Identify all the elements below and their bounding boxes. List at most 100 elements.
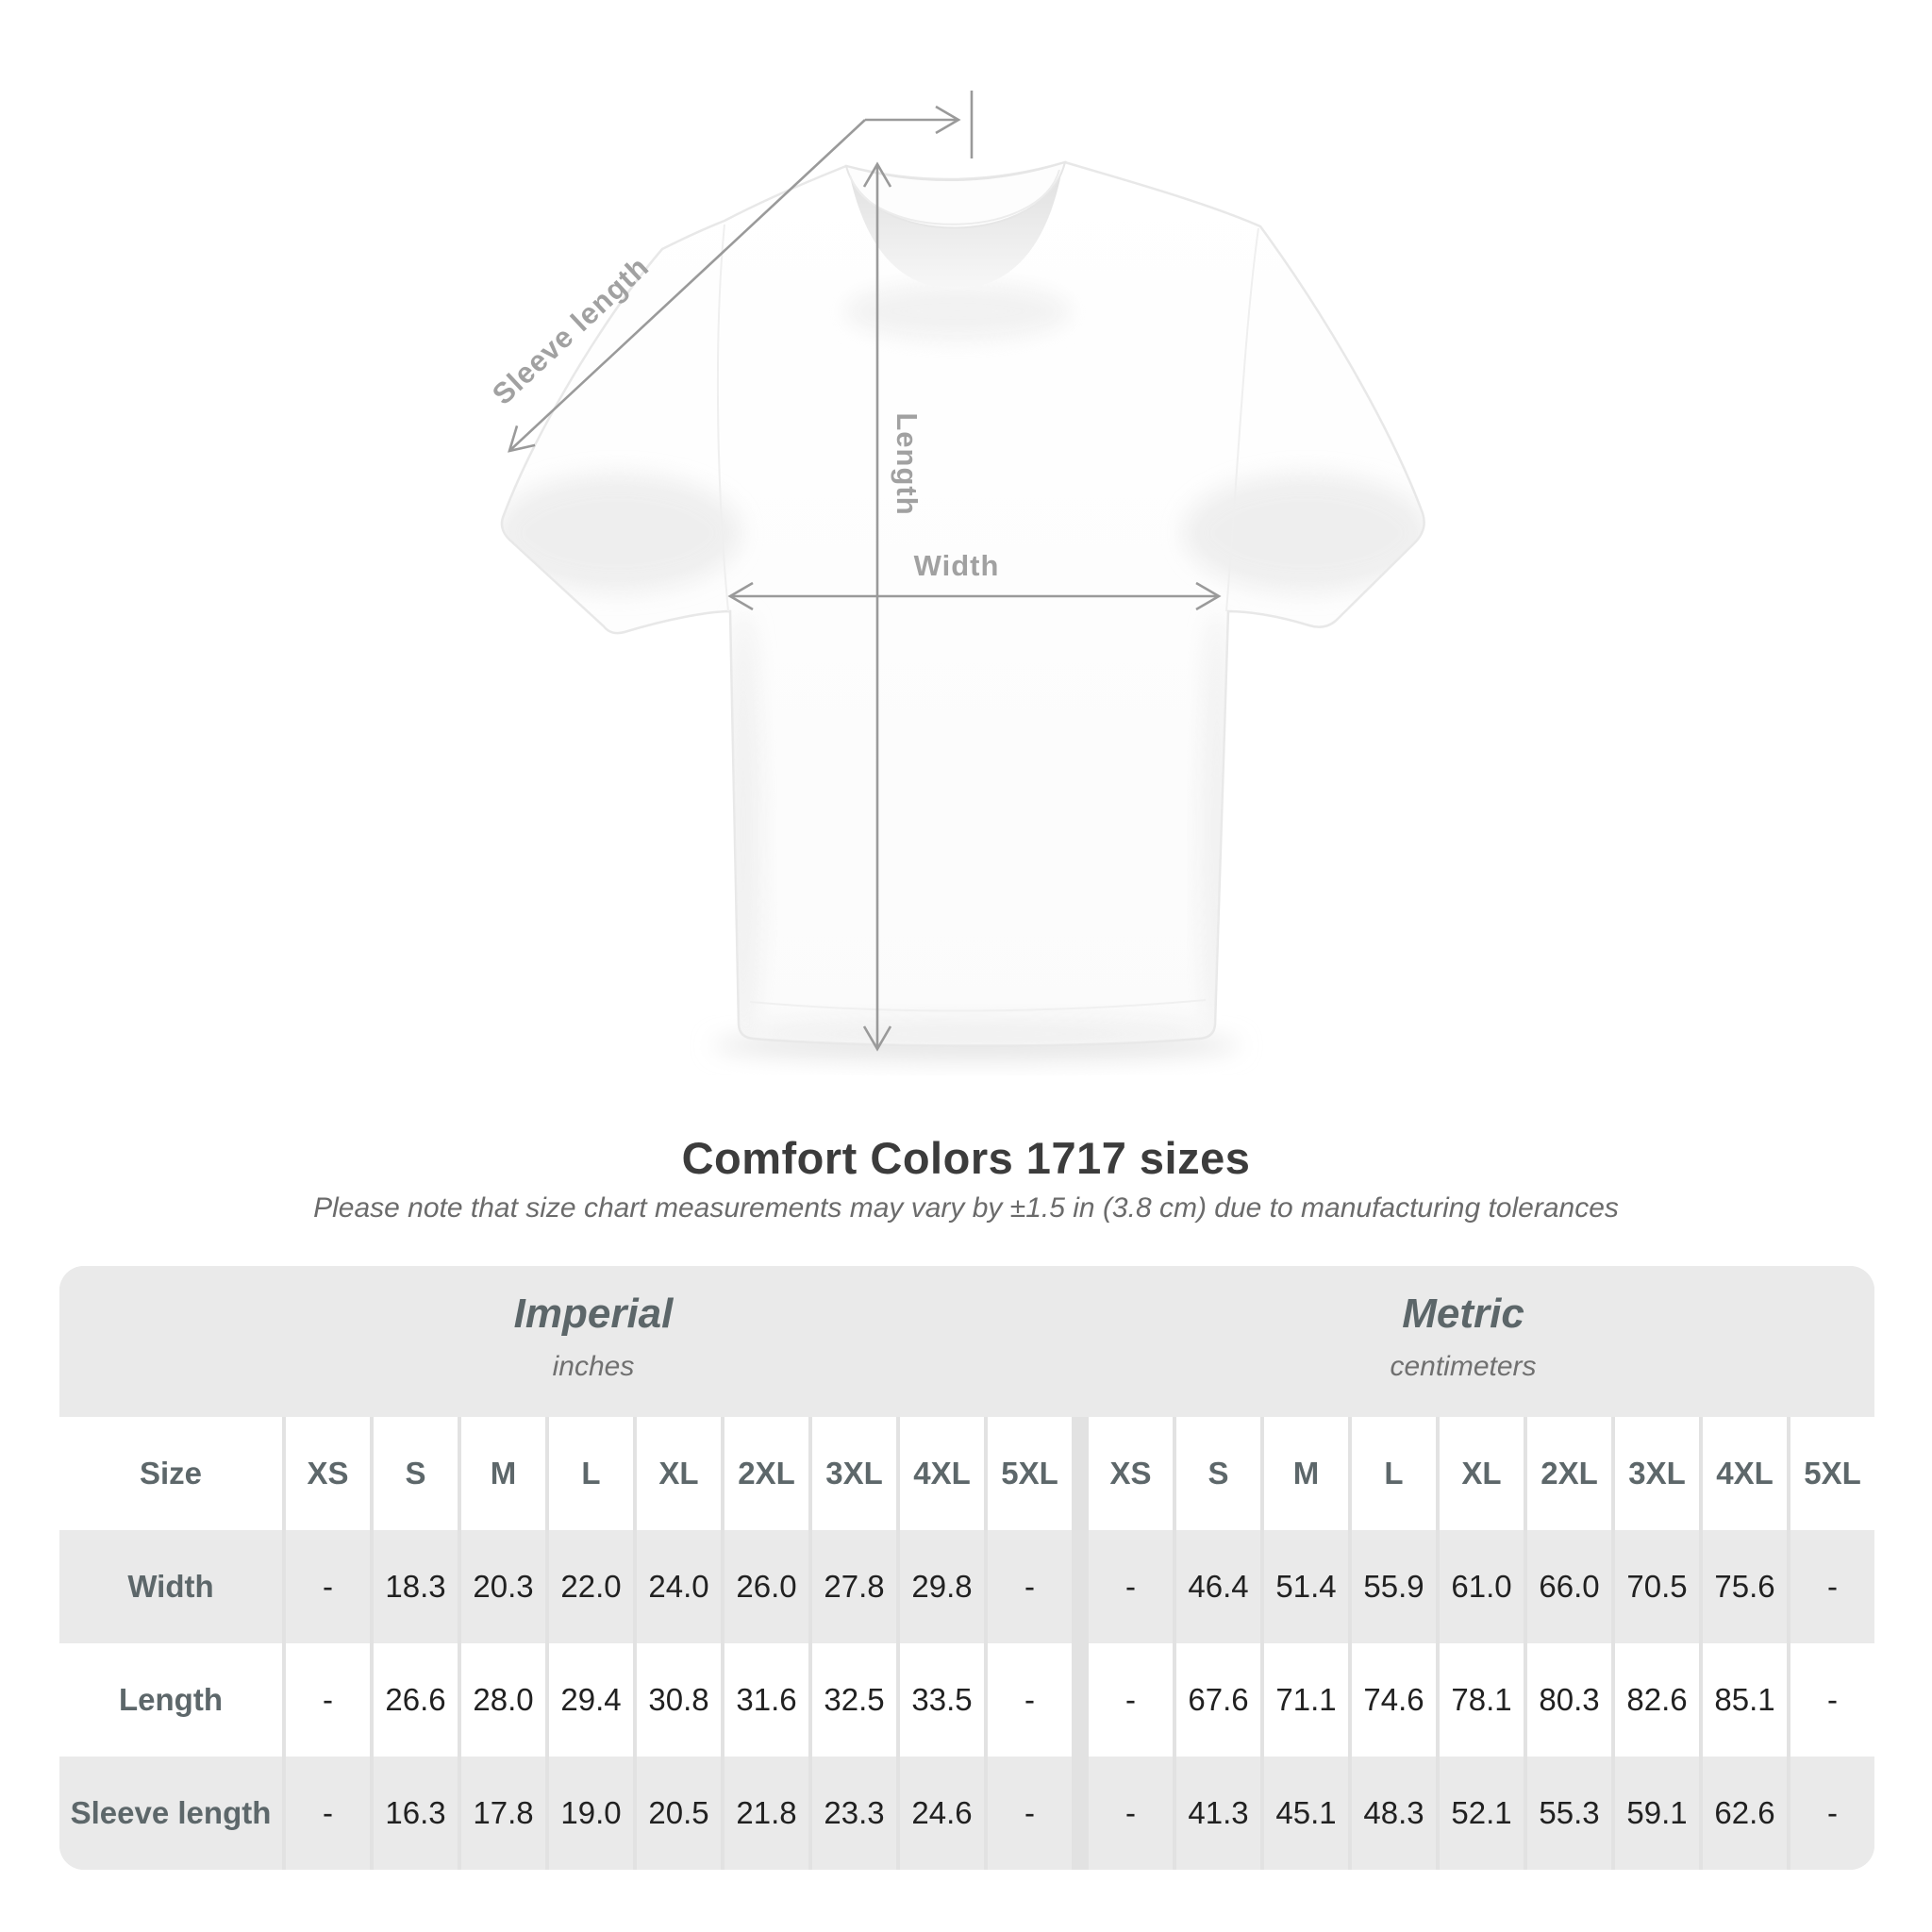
- measurement-cell: -: [1089, 1757, 1173, 1870]
- measurement-cell: 52.1: [1440, 1757, 1524, 1870]
- measurement-cell: 17.8: [461, 1757, 545, 1870]
- size-col-header: L: [1352, 1417, 1436, 1530]
- group-divider: [1075, 1757, 1085, 1870]
- size-col-header: 2XL: [1527, 1417, 1611, 1530]
- measurement-cell: 29.4: [549, 1643, 633, 1757]
- size-col-header: 4XL: [1703, 1417, 1787, 1530]
- measurement-cell: 20.5: [637, 1757, 721, 1870]
- size-col-header: 3XL: [812, 1417, 896, 1530]
- measurement-cell: 55.9: [1352, 1530, 1436, 1643]
- measurement-cell: -: [286, 1757, 370, 1870]
- measurement-cell: -: [286, 1643, 370, 1757]
- row-label: Length: [59, 1643, 282, 1757]
- measurement-cell: -: [1790, 1530, 1874, 1643]
- size-table: Imperial inches Metric centimeters Size X…: [59, 1266, 1874, 1870]
- measurement-cell: 30.8: [637, 1643, 721, 1757]
- group-divider: [1075, 1643, 1085, 1757]
- measurement-cell: 24.0: [637, 1530, 721, 1643]
- page-title: Comfort Colors 1717 sizes: [681, 1133, 1251, 1183]
- measurement-cell: -: [1089, 1643, 1173, 1757]
- measurement-cell: 62.6: [1703, 1757, 1787, 1870]
- measurement-annotations: [508, 91, 1222, 1052]
- measurement-cell: 24.6: [900, 1757, 984, 1870]
- sleeve-seam-left: [716, 224, 729, 612]
- measurement-cell: 16.3: [374, 1757, 458, 1870]
- measurement-cell: 26.6: [374, 1643, 458, 1757]
- measurement-cell: 29.8: [900, 1530, 984, 1643]
- size-col-header: 5XL: [988, 1417, 1072, 1530]
- measurement-cell: 21.8: [724, 1757, 808, 1870]
- length-label: Length: [891, 412, 924, 515]
- measurement-cell: 28.0: [461, 1643, 545, 1757]
- measurement-cell: 74.6: [1352, 1643, 1436, 1757]
- size-col-header: 3XL: [1615, 1417, 1699, 1530]
- measurement-cell: 55.3: [1527, 1757, 1611, 1870]
- measurement-cell: 26.0: [724, 1530, 808, 1643]
- size-row-header: Size: [59, 1417, 282, 1530]
- row-label: Width: [59, 1530, 282, 1643]
- measurement-cell: 51.4: [1264, 1530, 1348, 1643]
- measurement-cell: 59.1: [1615, 1757, 1699, 1870]
- measurement-cell: 33.5: [900, 1643, 984, 1757]
- size-col-header: M: [461, 1417, 545, 1530]
- measurement-cell: 41.3: [1176, 1757, 1260, 1870]
- metric-group-header: Metric centimeters: [1390, 1291, 1536, 1383]
- tshirt-graphic: [500, 160, 1425, 1047]
- measurement-cell: 18.3: [374, 1530, 458, 1643]
- measurement-cell: 70.5: [1615, 1530, 1699, 1643]
- measurement-cell: 45.1: [1264, 1757, 1348, 1870]
- row-label: Sleeve length: [59, 1757, 282, 1870]
- collar-band: [844, 160, 1067, 229]
- width-label: Width: [914, 549, 1000, 582]
- measurement-cell: -: [988, 1643, 1072, 1757]
- measurement-cell: 67.6: [1176, 1643, 1260, 1757]
- measurement-cell: 31.6: [724, 1643, 808, 1757]
- measurement-cell: 22.0: [549, 1530, 633, 1643]
- size-col-header: XL: [1440, 1417, 1524, 1530]
- metric-group-unit: centimeters: [1390, 1351, 1537, 1382]
- tolerance-note: Please note that size chart measurements…: [313, 1192, 1619, 1224]
- measurement-cell: -: [1790, 1757, 1874, 1870]
- size-col-header: S: [374, 1417, 458, 1530]
- measurement-cell: -: [988, 1757, 1072, 1870]
- group-divider: [1075, 1530, 1085, 1643]
- size-col-header: XS: [286, 1417, 370, 1530]
- metric-group-label: Metric: [1402, 1291, 1524, 1337]
- measurement-cell: 46.4: [1176, 1530, 1260, 1643]
- group-divider: [1075, 1417, 1085, 1530]
- sleeve-seam-right: [1225, 227, 1259, 612]
- size-col-header: XL: [637, 1417, 721, 1530]
- measurement-cell: 61.0: [1440, 1530, 1524, 1643]
- size-col-header: L: [549, 1417, 633, 1530]
- size-col-header: M: [1264, 1417, 1348, 1530]
- size-col-header: 2XL: [724, 1417, 808, 1530]
- measurement-cell: 20.3: [461, 1530, 545, 1643]
- size-col-header: 5XL: [1790, 1417, 1874, 1530]
- unit-group-header: Imperial inches Metric centimeters: [59, 1266, 1874, 1417]
- measurement-cell: 78.1: [1440, 1643, 1524, 1757]
- measurement-cell: -: [988, 1530, 1072, 1643]
- imperial-group-header: Imperial inches: [514, 1291, 674, 1383]
- size-grid: Size XS S M L XL 2XL 3XL 4XL 5XL XS S M L XL 2XL 3XL 4XL 5…: [59, 1417, 1874, 1870]
- size-col-header: S: [1176, 1417, 1260, 1530]
- measurement-cell: -: [286, 1530, 370, 1643]
- measurement-cell: -: [1790, 1643, 1874, 1757]
- collar-opening: [848, 164, 1063, 289]
- imperial-group-label: Imperial: [513, 1291, 674, 1337]
- imperial-group-unit: inches: [552, 1351, 635, 1382]
- measurement-cell: 23.3: [812, 1757, 896, 1870]
- tshirt-measurement-diagram: Sleeve length Length Width: [486, 91, 1425, 1060]
- measurement-cell: 75.6: [1703, 1530, 1787, 1643]
- measurement-cell: 48.3: [1352, 1757, 1436, 1870]
- measurement-cell: 80.3: [1527, 1643, 1611, 1757]
- hem-stitch: [749, 999, 1207, 1012]
- sleeve-length-arrow: [508, 119, 866, 453]
- measurement-cell: 82.6: [1615, 1643, 1699, 1757]
- measurement-cell: 19.0: [549, 1757, 633, 1870]
- measurement-cell: 66.0: [1527, 1530, 1611, 1643]
- size-col-header: 4XL: [900, 1417, 984, 1530]
- measurement-cell: 85.1: [1703, 1643, 1787, 1757]
- measurement-cell: -: [1089, 1530, 1173, 1643]
- measurement-cell: 27.8: [812, 1530, 896, 1643]
